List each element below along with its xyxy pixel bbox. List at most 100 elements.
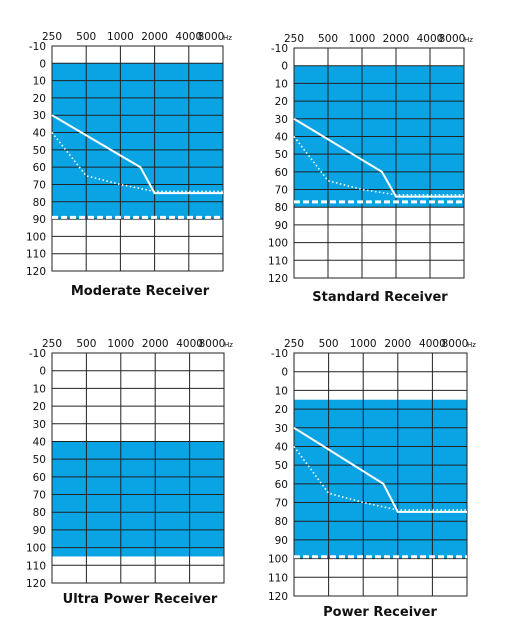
- y-tick-label: 30: [275, 423, 288, 435]
- x-tick-label: 4000: [176, 338, 203, 350]
- y-tick-label: 70: [275, 498, 288, 510]
- y-tick-label: 10: [33, 383, 46, 395]
- x-unit-label: Hz: [464, 36, 473, 44]
- x-tick-label: 1000: [107, 31, 134, 43]
- x-tick-label: 500: [76, 31, 96, 43]
- x-tick-label: 250: [284, 338, 304, 350]
- y-tick-label: 80: [33, 197, 46, 209]
- chart-title: Power Receiver: [323, 605, 437, 620]
- y-tick-label: 10: [275, 385, 288, 397]
- x-tick-label: 8000: [439, 33, 466, 45]
- y-tick-label: 50: [275, 460, 288, 472]
- x-tick-label: 8000: [198, 31, 225, 43]
- y-tick-label: 120: [268, 273, 288, 285]
- y-tick-label: 0: [281, 367, 288, 379]
- y-tick-label: 110: [268, 255, 288, 267]
- x-tick-label: 500: [319, 338, 339, 350]
- dotted-response-line: [293, 446, 467, 511]
- chart-standard-receiver: -10 0 10 20 30 40 50 60 70 80 90 100 110 120 250 500 100…: [268, 30, 490, 330]
- x-unit-label: Hz: [224, 341, 233, 349]
- plot-frame: [51, 45, 224, 272]
- y-tick-label: 100: [268, 238, 288, 250]
- y-tick-label: -10: [271, 348, 288, 360]
- solid-response-line: [51, 114, 223, 195]
- solid-response-line: [293, 426, 467, 513]
- y-tick-label: 50: [33, 454, 46, 466]
- audiogram-power: -10 0 10 20 30 40 50 60 70 80 90 100 110 120 250 500 100…: [268, 338, 476, 603]
- chart-title: Ultra Power Receiver: [62, 592, 218, 607]
- x-tick-label: 4000: [175, 31, 202, 43]
- y-tick-label: 100: [26, 231, 46, 243]
- y-tick-label: 0: [281, 61, 288, 73]
- y-tick-label: 0: [39, 366, 46, 378]
- dotted-response-line: [293, 136, 464, 196]
- y-tick-label: 40: [33, 128, 46, 140]
- y-tick-label: 40: [275, 131, 288, 143]
- plot-frame: [293, 47, 465, 279]
- x-tick-label: 8000: [442, 338, 469, 350]
- y-tick-label: 100: [268, 554, 288, 566]
- y-tick-label: 40: [33, 436, 46, 448]
- y-tick-label: 20: [33, 401, 46, 413]
- y-tick-label: 110: [26, 249, 46, 261]
- y-tick-label: 20: [33, 93, 46, 105]
- y-tick-label: 30: [33, 419, 46, 431]
- x-unit-label: Hz: [223, 34, 232, 42]
- x-tick-label: 2000: [141, 31, 168, 43]
- x-tick-label: 2000: [384, 338, 411, 350]
- y-tick-label: 120: [26, 578, 46, 590]
- y-tick-label: 90: [33, 214, 46, 226]
- y-tick-label: 10: [275, 78, 288, 90]
- y-tick-label: 80: [275, 516, 288, 528]
- x-tick-label: 4000: [419, 338, 446, 350]
- y-tick-label: 60: [33, 162, 46, 174]
- chart-title: Moderate Receiver: [70, 284, 210, 299]
- x-tick-label: 1000: [350, 338, 377, 350]
- y-tick-label: 120: [268, 591, 288, 603]
- y-tick-label: 70: [275, 185, 288, 197]
- output-range-area: [52, 63, 223, 220]
- y-tick-label: 80: [275, 202, 288, 214]
- x-tick-label: 8000: [199, 338, 226, 350]
- y-tick-label: 10: [33, 76, 46, 88]
- y-tick-label: 90: [275, 535, 288, 547]
- plot-frame: [293, 352, 468, 597]
- output-range-area: [52, 441, 224, 557]
- y-tick-label: 20: [275, 404, 288, 416]
- y-tick-label: -10: [29, 348, 46, 360]
- x-tick-label: 500: [76, 338, 96, 350]
- x-tick-label: 4000: [417, 33, 444, 45]
- dotted-response-line: [51, 132, 223, 193]
- x-unit-label: Hz: [467, 341, 476, 349]
- y-tick-label: 50: [33, 145, 46, 157]
- solid-response-line: [293, 117, 464, 198]
- x-tick-label: 250: [284, 33, 304, 45]
- y-tick-label: 70: [33, 179, 46, 191]
- x-tick-label: 250: [42, 31, 62, 43]
- y-tick-label: 80: [33, 507, 46, 519]
- y-tick-label: 0: [39, 58, 46, 70]
- x-tick-label: 2000: [383, 33, 410, 45]
- y-tick-label: 30: [33, 110, 46, 122]
- audiogram-standard: -10 0 10 20 30 40 50 60 70 80 90 100 110 120 250 500 100…: [268, 33, 473, 285]
- y-tick-label: 120: [26, 266, 46, 278]
- output-range-area: [294, 399, 467, 559]
- x-tick-label: 500: [318, 33, 338, 45]
- chart-moderate-receiver: -10 0 10 20 30 40 50 60 70 80 90 100 110 120 250 500 100…: [26, 28, 250, 328]
- y-tick-label: 50: [275, 149, 288, 161]
- y-tick-label: -10: [29, 41, 46, 53]
- chart-ultra-power-receiver: -10 0 10 20 30 40 50 60 70 80 90 100 110 120 250 500 100…: [26, 335, 250, 635]
- y-tick-label: 110: [268, 572, 288, 584]
- x-tick-label: 250: [42, 338, 62, 350]
- plot-frame: [51, 352, 225, 584]
- audiogram-moderate: -10 0 10 20 30 40 50 60 70 80 90 100 110 120 250 500 100…: [26, 31, 232, 278]
- y-tick-label: -10: [271, 43, 288, 55]
- chart-power-receiver: -10 0 10 20 30 40 50 60 70 80 90 100 110 120 250 500 100…: [268, 335, 490, 635]
- x-tick-label: 1000: [107, 338, 134, 350]
- y-tick-label: 70: [33, 490, 46, 502]
- y-tick-label: 110: [26, 560, 46, 572]
- y-tick-label: 100: [26, 543, 46, 555]
- y-tick-label: 90: [275, 220, 288, 232]
- y-tick-label: 90: [33, 525, 46, 537]
- y-tick-label: 60: [33, 472, 46, 484]
